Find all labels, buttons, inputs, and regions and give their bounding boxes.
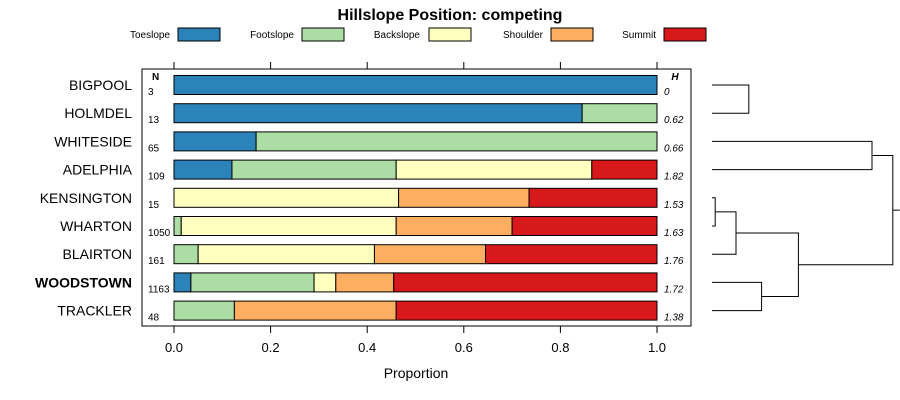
n-value: 1163 <box>148 284 170 295</box>
dendrogram <box>712 84 900 312</box>
h-header: H <box>671 72 679 83</box>
n-value: 48 <box>148 313 160 324</box>
legend-label-shoulder: Shoulder <box>503 30 544 41</box>
n-value: 15 <box>148 200 160 211</box>
legend-label-backslope: Backslope <box>374 30 421 41</box>
legend-swatch-summit <box>663 27 707 42</box>
n-value: 109 <box>148 172 165 183</box>
legend-label-summit: Summit <box>622 30 656 41</box>
h-value: 1.38 <box>664 313 684 324</box>
bar-wharton-footslope <box>173 216 182 236</box>
x-tick-label: 0.8 <box>551 340 569 355</box>
h-value: 1.82 <box>664 172 684 183</box>
bar-kensington-summit <box>528 187 658 208</box>
h-value: 1.72 <box>664 284 684 295</box>
x-tick-label: 0.0 <box>165 340 183 355</box>
bar-adelphia-footslope <box>231 159 397 180</box>
bar-whiteside-toeslope <box>173 131 257 152</box>
h-values: 0 0.62 0.66 1.82 1.53 1.63 1.76 1.72 1.38 <box>664 87 684 324</box>
legend-swatch-footslope <box>301 27 345 42</box>
dendrogram-branch <box>712 84 750 114</box>
category-label-holmdel: HOLMDEL <box>64 105 132 121</box>
category-label-whiteside: WHITESIDE <box>54 133 132 149</box>
x-tick-label: 0.4 <box>358 340 376 355</box>
category-label-bigpool: BIGPOOL <box>69 77 132 93</box>
legend-label-footslope: Footslope <box>250 30 294 41</box>
bar-wharton-backslope <box>180 216 397 236</box>
bar-woodstown-summit <box>393 272 658 293</box>
chart-title: Hillslope Position: competing <box>338 7 563 24</box>
bar-blairton-shoulder <box>373 244 487 265</box>
bar-woodstown-toeslope <box>173 272 192 293</box>
dendrogram-branch <box>712 140 873 171</box>
n-value: 3 <box>148 87 154 98</box>
x-axis: 0.0 0.2 0.4 0.6 0.8 1.0 <box>165 326 666 355</box>
legend-swatch-backslope <box>428 27 472 42</box>
category-label-trackler: TRACKLER <box>57 303 132 319</box>
n-value: 13 <box>148 115 160 126</box>
dendrogram-branch <box>712 197 716 227</box>
x-tick-label: 1.0 <box>648 340 666 355</box>
category-label-kensington: KENSINGTON <box>40 190 132 206</box>
bar-trackler-shoulder <box>233 300 397 321</box>
h-value: 1.63 <box>664 228 684 239</box>
n-value: 1050 <box>148 228 171 239</box>
bars <box>173 75 658 321</box>
dendrogram-branch <box>798 155 894 266</box>
h-value: 0.66 <box>664 143 684 154</box>
bar-trackler-summit <box>395 300 658 321</box>
dendrogram-branch <box>712 281 763 312</box>
legend-swatch-toeslope <box>177 27 221 42</box>
bar-adelphia-summit <box>591 159 658 180</box>
bar-blairton-footslope <box>173 244 199 265</box>
bar-kensington-shoulder <box>398 187 530 208</box>
bar-adelphia-backslope <box>395 159 593 180</box>
top-axis-ticks <box>173 62 658 69</box>
bar-kensington-backslope <box>173 187 400 208</box>
h-value: 1.76 <box>664 256 684 267</box>
n-value: 65 <box>148 143 160 154</box>
bar-adelphia-toeslope <box>173 159 233 180</box>
bar-holmdel-footslope <box>581 103 658 124</box>
legend-label-toeslope: Toeslope <box>130 30 170 41</box>
h-value: 0.62 <box>664 115 684 126</box>
x-axis-label: Proportion <box>384 365 449 381</box>
plot-panel <box>141 68 692 327</box>
n-value: 161 <box>148 256 165 267</box>
n-values: 3 13 65 109 15 1050 161 1163 48 <box>148 87 171 324</box>
bar-holmdel-toeslope <box>173 103 583 124</box>
dendrogram-branch <box>736 232 799 297</box>
category-label-wharton: WHARTON <box>60 218 132 234</box>
bar-whiteside-footslope <box>255 131 658 152</box>
h-value: 0 <box>664 87 670 98</box>
legend: Toeslope Footslope Backslope Shoulder Summit <box>130 27 707 42</box>
bar-blairton-summit <box>485 244 658 265</box>
bar-blairton-backslope <box>197 244 375 265</box>
n-header: N <box>152 72 159 83</box>
category-label-woodstown: WOODSTOWN <box>35 274 132 290</box>
bar-wharton-summit <box>511 216 658 236</box>
category-label-blairton: BLAIRTON <box>62 246 132 262</box>
legend-swatch-shoulder <box>550 27 594 42</box>
category-labels: BIGPOOL HOLMDEL WHITESIDE ADELPHIA KENSINGTO… <box>35 77 133 319</box>
bar-woodstown-shoulder <box>335 272 395 293</box>
category-label-adelphia: ADELPHIA <box>63 162 133 178</box>
bar-trackler-footslope <box>173 300 235 321</box>
bar-woodstown-backslope <box>313 272 337 293</box>
bar-bigpool-toeslope <box>173 75 658 95</box>
h-value: 1.53 <box>664 200 684 211</box>
bar-wharton-shoulder <box>395 216 513 236</box>
bar-woodstown-footslope <box>190 272 315 293</box>
x-tick-label: 0.2 <box>262 340 280 355</box>
x-tick-label: 0.6 <box>455 340 473 355</box>
